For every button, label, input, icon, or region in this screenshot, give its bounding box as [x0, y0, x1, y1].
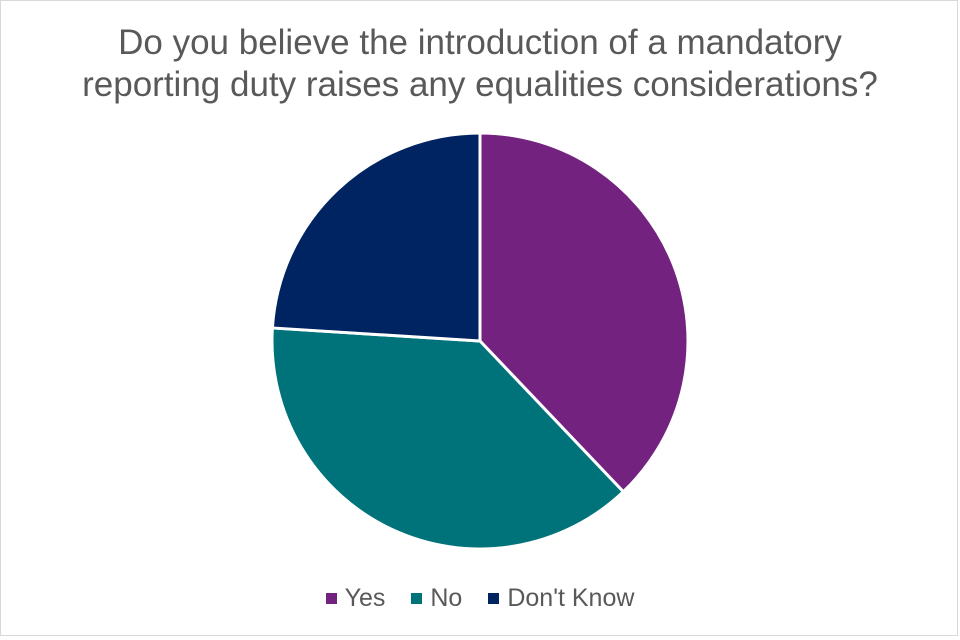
chart-title-line-2: reporting duty raises any equalities con… [82, 65, 878, 104]
legend-item-no: No [411, 584, 462, 613]
legend-label-no: No [430, 584, 463, 612]
legend-item-yes: Yes [325, 584, 386, 613]
pie-slice-yes [478, 131, 690, 494]
chart-legend: Yes No Don't Know [0, 584, 960, 613]
chart-title-line-1: Do you believe the introduction of a man… [118, 23, 842, 62]
legend-swatch-dont-know [488, 593, 500, 604]
legend-label-yes: Yes [344, 584, 386, 612]
chart-title: Do you believe the introduction of a man… [0, 22, 960, 106]
legend-swatch-no [411, 593, 423, 604]
legend-label-dont-know: Don't Know [507, 584, 635, 612]
legend-swatch-yes [325, 593, 337, 604]
pie-slice-dont-know [270, 131, 482, 343]
legend-item-dont-know: Don't Know [488, 584, 634, 613]
pie-slice-no [270, 326, 625, 551]
